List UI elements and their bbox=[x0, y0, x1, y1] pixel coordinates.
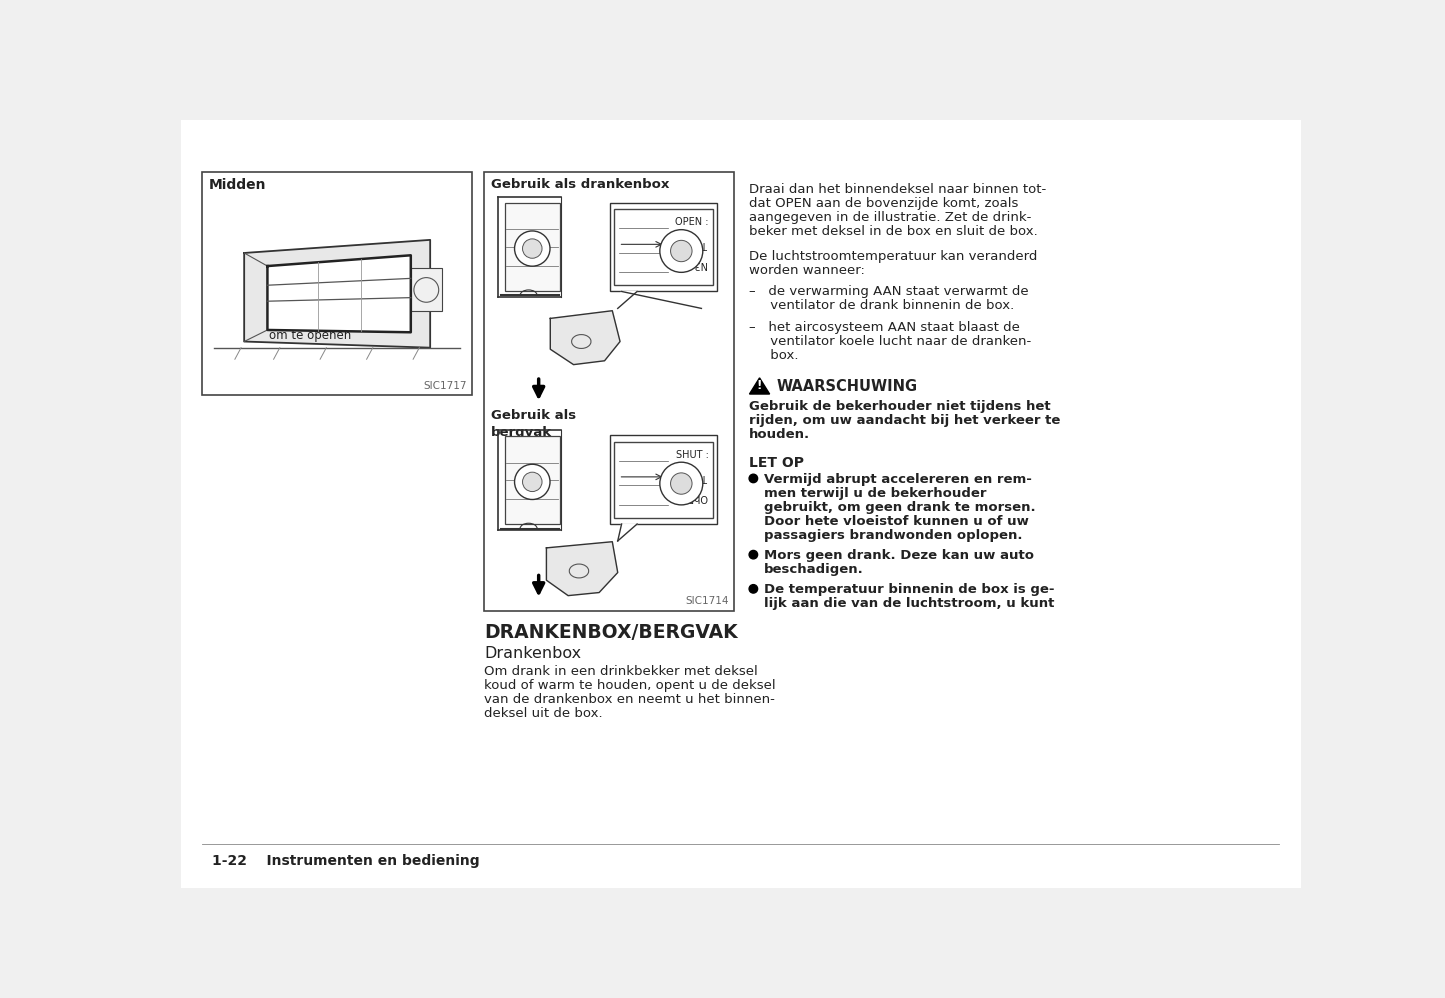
Text: Om drank in een drinkbekker met deksel: Om drank in een drinkbekker met deksel bbox=[484, 665, 759, 678]
Text: koud of warm te houden, opent u de deksel: koud of warm te houden, opent u de dekse… bbox=[484, 679, 776, 692]
Text: van de drankenbox en neemt u het binnen-: van de drankenbox en neemt u het binnen- bbox=[484, 693, 776, 706]
Text: men terwijl u de bekerhouder: men terwijl u de bekerhouder bbox=[764, 487, 987, 500]
Text: Gebruik de bekerhouder niet tijdens het: Gebruik de bekerhouder niet tijdens het bbox=[749, 400, 1051, 413]
Text: worden wanneer:: worden wanneer: bbox=[749, 263, 864, 276]
Text: TUHS :: TUHS : bbox=[675, 472, 708, 482]
Text: LET OP: LET OP bbox=[749, 456, 803, 470]
Circle shape bbox=[749, 474, 757, 483]
Circle shape bbox=[749, 585, 757, 593]
Text: Vermijd abrupt accelereren en rem-: Vermijd abrupt accelereren en rem- bbox=[764, 473, 1032, 486]
Circle shape bbox=[670, 241, 692, 261]
FancyBboxPatch shape bbox=[484, 172, 734, 611]
Text: beschadigen.: beschadigen. bbox=[764, 563, 864, 576]
Text: Midden: Midden bbox=[208, 179, 266, 193]
Text: ventilator de drank binnenin de box.: ventilator de drank binnenin de box. bbox=[749, 299, 1014, 312]
Text: lijk aan die van de luchtstroom, u kunt: lijk aan die van de luchtstroom, u kunt bbox=[764, 598, 1055, 611]
FancyBboxPatch shape bbox=[181, 120, 1300, 888]
Circle shape bbox=[523, 239, 542, 258]
Text: ObEN :: ObEN : bbox=[675, 492, 708, 502]
Polygon shape bbox=[267, 255, 410, 332]
Polygon shape bbox=[551, 310, 620, 364]
Circle shape bbox=[660, 230, 702, 272]
Text: Gebruik als
bergvak: Gebruik als bergvak bbox=[491, 409, 575, 439]
FancyBboxPatch shape bbox=[610, 203, 717, 291]
Text: De luchtstroomtemperatuur kan veranderd: De luchtstroomtemperatuur kan veranderd bbox=[749, 250, 1038, 262]
Text: deksel uit de box.: deksel uit de box. bbox=[484, 707, 603, 720]
Text: gebruikt, om geen drank te morsen.: gebruikt, om geen drank te morsen. bbox=[764, 501, 1036, 514]
FancyBboxPatch shape bbox=[504, 203, 561, 290]
Text: De temperatuur binnenin de box is ge-: De temperatuur binnenin de box is ge- bbox=[764, 584, 1055, 597]
Text: dat OPEN aan de bovenzijde komt, zoals: dat OPEN aan de bovenzijde komt, zoals bbox=[749, 197, 1019, 210]
Text: rijden, om uw aandacht bij het verkeer te: rijden, om uw aandacht bij het verkeer t… bbox=[749, 414, 1061, 427]
Text: DRANKENBOX/BERGVAK: DRANKENBOX/BERGVAK bbox=[484, 624, 738, 643]
Text: –   het aircosysteem AAN staat blaast de: – het aircosysteem AAN staat blaast de bbox=[749, 321, 1020, 334]
Text: Mors geen drank. Deze kan uw auto: Mors geen drank. Deze kan uw auto bbox=[764, 549, 1035, 562]
Text: om te openen: om te openen bbox=[269, 329, 351, 342]
Polygon shape bbox=[546, 542, 617, 596]
FancyBboxPatch shape bbox=[410, 268, 442, 310]
Text: N3dO :: N3dO : bbox=[675, 259, 708, 269]
Text: –   de verwarming AAN staat verwarmt de: – de verwarming AAN staat verwarmt de bbox=[749, 285, 1029, 298]
FancyBboxPatch shape bbox=[610, 435, 717, 524]
Text: aangegeven in de illustratie. Zet de drink-: aangegeven in de illustratie. Zet de dri… bbox=[749, 211, 1032, 224]
Circle shape bbox=[670, 473, 692, 494]
Text: SIC1714: SIC1714 bbox=[686, 597, 730, 607]
Polygon shape bbox=[244, 240, 431, 347]
Text: 1-22    Instrumenten en bediening: 1-22 Instrumenten en bediening bbox=[211, 853, 480, 867]
Text: Gebruik als drankenbox: Gebruik als drankenbox bbox=[491, 179, 669, 192]
Text: TREKKEN: TREKKEN bbox=[277, 317, 342, 330]
Text: Door hete vloeistof kunnen u of uw: Door hete vloeistof kunnen u of uw bbox=[764, 515, 1029, 528]
Text: SIC1717: SIC1717 bbox=[423, 381, 467, 391]
Text: SHUT :: SHUT : bbox=[675, 450, 708, 460]
Text: passagiers brandwonden oplopen.: passagiers brandwonden oplopen. bbox=[764, 529, 1023, 542]
Text: TUHS :: TUHS : bbox=[675, 240, 708, 250]
Circle shape bbox=[514, 464, 551, 499]
FancyBboxPatch shape bbox=[202, 172, 473, 395]
Text: houden.: houden. bbox=[749, 428, 809, 441]
Text: Drankenbox: Drankenbox bbox=[484, 647, 581, 662]
FancyBboxPatch shape bbox=[504, 436, 561, 524]
Circle shape bbox=[660, 462, 702, 505]
Text: OPEN :: OPEN : bbox=[675, 218, 708, 228]
Text: beker met deksel in de box en sluit de box.: beker met deksel in de box en sluit de b… bbox=[749, 225, 1038, 238]
FancyBboxPatch shape bbox=[614, 442, 712, 518]
Circle shape bbox=[749, 551, 757, 559]
Text: box.: box. bbox=[749, 349, 798, 362]
Polygon shape bbox=[617, 524, 637, 541]
Text: Draai dan het binnendeksel naar binnen tot-: Draai dan het binnendeksel naar binnen t… bbox=[749, 183, 1046, 196]
Text: !: ! bbox=[757, 378, 763, 392]
Circle shape bbox=[514, 231, 551, 266]
FancyBboxPatch shape bbox=[614, 209, 712, 285]
Circle shape bbox=[523, 472, 542, 492]
Text: ventilator koele lucht naar de dranken-: ventilator koele lucht naar de dranken- bbox=[749, 335, 1030, 348]
Polygon shape bbox=[750, 378, 770, 394]
Polygon shape bbox=[617, 291, 637, 308]
Text: WAARSCHUWING: WAARSCHUWING bbox=[776, 379, 918, 394]
